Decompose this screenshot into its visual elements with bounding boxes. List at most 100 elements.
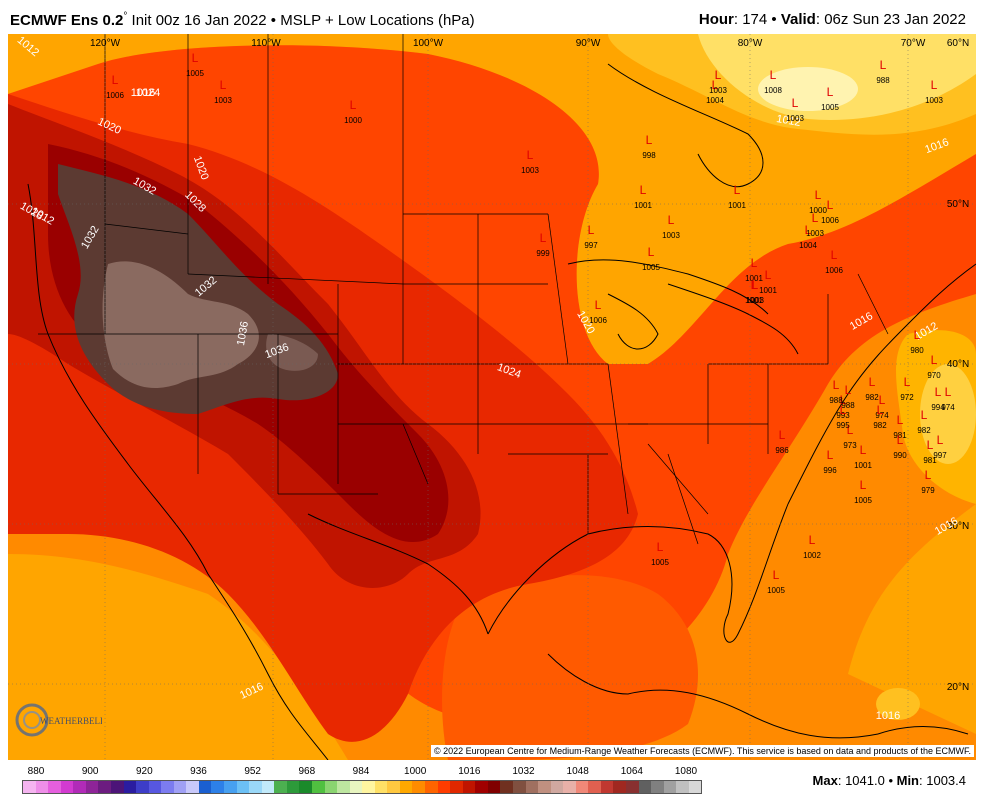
low-marker-l: L: [765, 268, 772, 282]
logo-swirl: [15, 703, 49, 737]
low-marker-l: L: [931, 353, 938, 367]
low-value: 1006: [825, 266, 843, 275]
lon-label: 70°W: [901, 38, 926, 49]
legend-swatch: [299, 781, 312, 793]
init-time: Init 00z 16 Jan 2022: [131, 12, 267, 29]
lon-label: 60°N: [947, 38, 969, 49]
legend-swatch: [349, 781, 363, 793]
low-marker-l: L: [779, 428, 786, 442]
isobar-label: 1016: [876, 710, 900, 722]
low-marker-l: L: [840, 393, 847, 407]
low-marker-l: L: [657, 540, 664, 554]
legend-swatch: [198, 781, 212, 793]
low-value: 1001: [634, 201, 652, 210]
legend-swatch: [374, 781, 388, 793]
low-value: 1006: [589, 316, 607, 325]
low-marker-l: L: [668, 213, 675, 227]
low-value: 1000: [344, 116, 362, 125]
legend-tick: 984: [352, 766, 370, 777]
low-value: 995: [836, 421, 850, 430]
low-value: 982: [865, 393, 879, 402]
low-value: 988: [829, 396, 843, 405]
legend-swatch: [85, 781, 99, 793]
legend-swatch: [500, 781, 513, 793]
pressure-region-1012: [8, 34, 976, 364]
pressure-region-hudson: [758, 67, 858, 111]
low-value: 982: [917, 426, 931, 435]
lat-label: 30°N: [947, 521, 969, 532]
low-marker-l: L: [914, 328, 921, 342]
legend-tick: 936: [190, 766, 207, 777]
lon-label: 110°W: [251, 38, 281, 49]
low-value: 1002: [803, 551, 821, 560]
legend-tick: 968: [298, 766, 316, 777]
low-value: 1001: [745, 274, 763, 283]
legend-swatch: [613, 781, 626, 793]
low-marker-l: L: [540, 231, 547, 245]
legend-swatch: [688, 781, 702, 793]
legend-swatch: [73, 781, 86, 793]
low-value: 1006: [821, 216, 839, 225]
low-value: 998: [642, 151, 656, 160]
legend-swatch: [48, 781, 61, 793]
legend-swatch: [651, 781, 664, 793]
model-name: ECMWF Ens 0.2: [10, 12, 124, 29]
low-marker-l: L: [805, 223, 812, 237]
low-value: 1001: [759, 286, 777, 295]
legend-swatch: [412, 781, 425, 793]
low-value: 1003: [521, 166, 539, 175]
low-marker-l: L: [588, 223, 595, 237]
legend-swatch: [148, 781, 162, 793]
lat-label: 40°N: [947, 359, 969, 370]
lon-label: 120°W: [90, 38, 121, 49]
legend-swatch: [425, 781, 438, 793]
isobar-label: 1012: [775, 113, 801, 129]
legend-tick: 952: [244, 766, 261, 777]
degree-mark: °: [123, 11, 128, 22]
low-value: 999: [536, 249, 550, 258]
low-marker-l: L: [792, 96, 799, 110]
low-value: 1003: [746, 296, 764, 305]
legend-swatch: [236, 781, 250, 793]
legend-swatch: [563, 781, 576, 793]
low-marker-l: L: [935, 385, 942, 399]
low-value: 1001: [745, 296, 763, 305]
low-value: 1005: [767, 586, 785, 595]
low-value: 1001: [728, 201, 746, 210]
legend-swatch: [362, 781, 375, 793]
isobar-label: 1016: [131, 87, 155, 99]
geographic-outlines: [27, 63, 976, 760]
map-header: ECMWF Ens 0.2° Init 00z 16 Jan 2022 • MS…: [0, 0, 984, 34]
low-marker-l: L: [927, 438, 934, 452]
low-marker-l: L: [809, 533, 816, 547]
low-marker-l: L: [937, 433, 944, 447]
valid-label: Valid: [780, 11, 816, 28]
low-value: 1008: [764, 86, 782, 95]
low-marker-l: L: [595, 298, 602, 312]
low-marker-l: L: [815, 188, 822, 202]
legend-swatch: [387, 781, 400, 793]
low-marker-l: L: [880, 58, 887, 72]
pressure-region-1020-gulf: [442, 575, 698, 760]
low-marker-l: L: [751, 278, 758, 292]
valid-time-info: Hour: 174 • Valid: 06z Sun 23 Jan 2022: [698, 11, 966, 28]
low-value: 1005: [854, 496, 872, 505]
low-value: 1003: [662, 231, 680, 240]
pressure-region-caribbean: [876, 688, 920, 720]
low-marker-l: L: [734, 183, 741, 197]
legend-swatch: [161, 781, 174, 793]
max-label: Max: [812, 773, 838, 788]
low-value: 988: [876, 76, 890, 85]
legend-swatch: [600, 781, 614, 793]
low-marker-l: L: [847, 423, 854, 437]
low-marker-l: L: [715, 68, 722, 82]
low-marker-l: L: [773, 568, 780, 582]
low-marker-l: L: [904, 375, 911, 389]
legend-tick: 920: [135, 766, 153, 777]
copyright-notice: © 2022 European Centre for Medium-Range …: [430, 745, 974, 757]
low-value: 982: [873, 421, 887, 430]
legend-tick: 900: [81, 766, 99, 777]
field-name: MSLP + Low Locations (hPa): [280, 12, 475, 29]
low-value: 1004: [706, 96, 724, 105]
low-value: 970: [927, 371, 941, 380]
